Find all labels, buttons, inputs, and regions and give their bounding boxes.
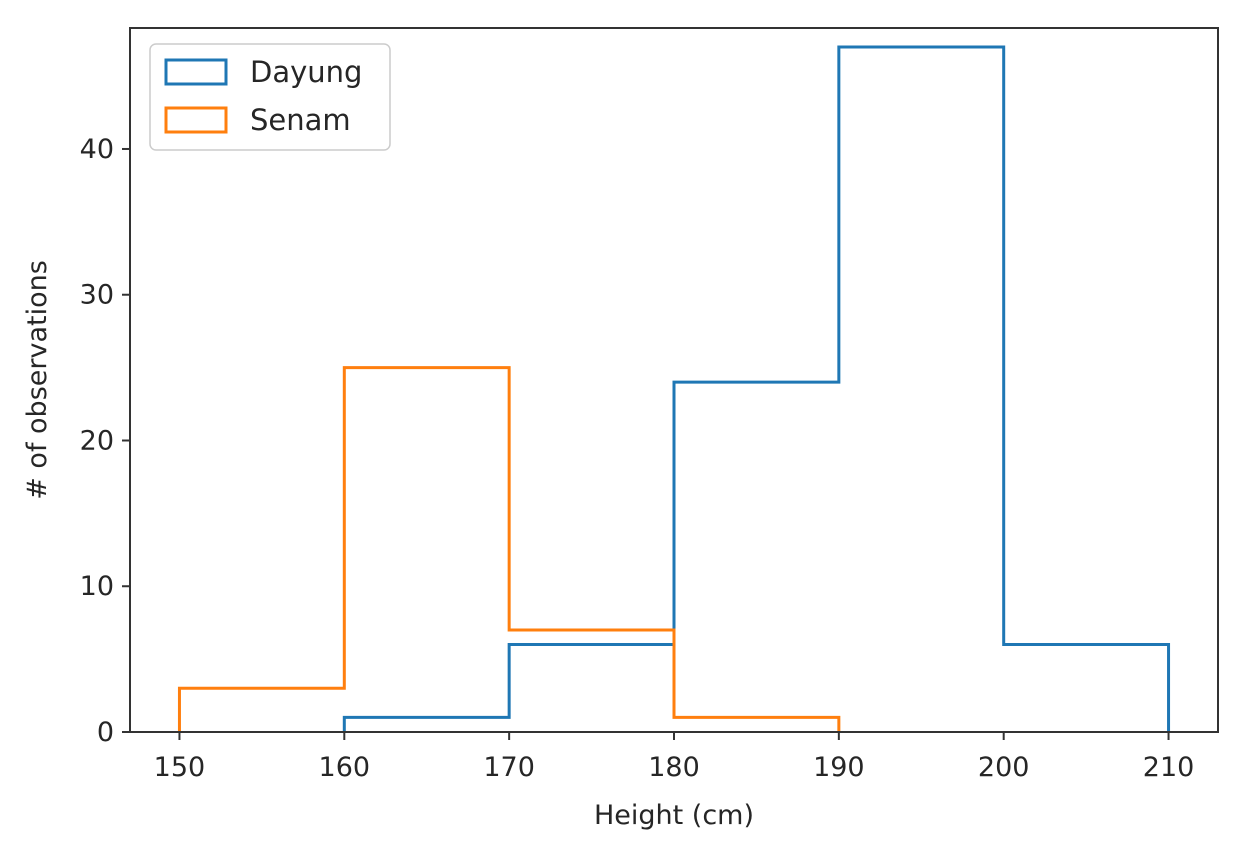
y-axis-title: # of observations bbox=[22, 260, 53, 500]
legend-swatch-dayung bbox=[164, 58, 228, 86]
x-tick-label: 170 bbox=[483, 752, 535, 783]
legend-item-senam: Senam bbox=[164, 103, 351, 137]
x-tick-label: 150 bbox=[154, 752, 206, 783]
series-step-dayung bbox=[342, 45, 1171, 732]
x-axis-title: Height (cm) bbox=[594, 800, 754, 831]
legend-swatch-senam bbox=[164, 106, 228, 134]
y-tick-label: 20 bbox=[80, 425, 114, 456]
x-tick-label: 180 bbox=[648, 752, 700, 783]
x-tick-label: 190 bbox=[813, 752, 865, 783]
legend: Dayung Senam bbox=[149, 43, 391, 151]
series-step-senam bbox=[177, 366, 841, 732]
y-axis: 0 10 20 30 40 bbox=[80, 134, 130, 748]
legend-box bbox=[149, 43, 391, 151]
x-tick-label: 160 bbox=[319, 752, 371, 783]
y-tick-label: 30 bbox=[80, 280, 114, 311]
y-tick-label: 0 bbox=[97, 717, 114, 748]
x-axis: 150 160 170 180 190 200 210 bbox=[154, 732, 1195, 783]
y-tick-label: 40 bbox=[80, 134, 114, 165]
legend-label-senam: Senam bbox=[250, 103, 351, 137]
y-tick-label: 10 bbox=[80, 571, 114, 602]
x-tick-label: 210 bbox=[1143, 752, 1195, 783]
x-tick-label: 200 bbox=[978, 752, 1030, 783]
legend-label-dayung: Dayung bbox=[250, 55, 362, 89]
series-layer bbox=[177, 45, 1171, 732]
legend-item-dayung: Dayung bbox=[164, 55, 362, 89]
